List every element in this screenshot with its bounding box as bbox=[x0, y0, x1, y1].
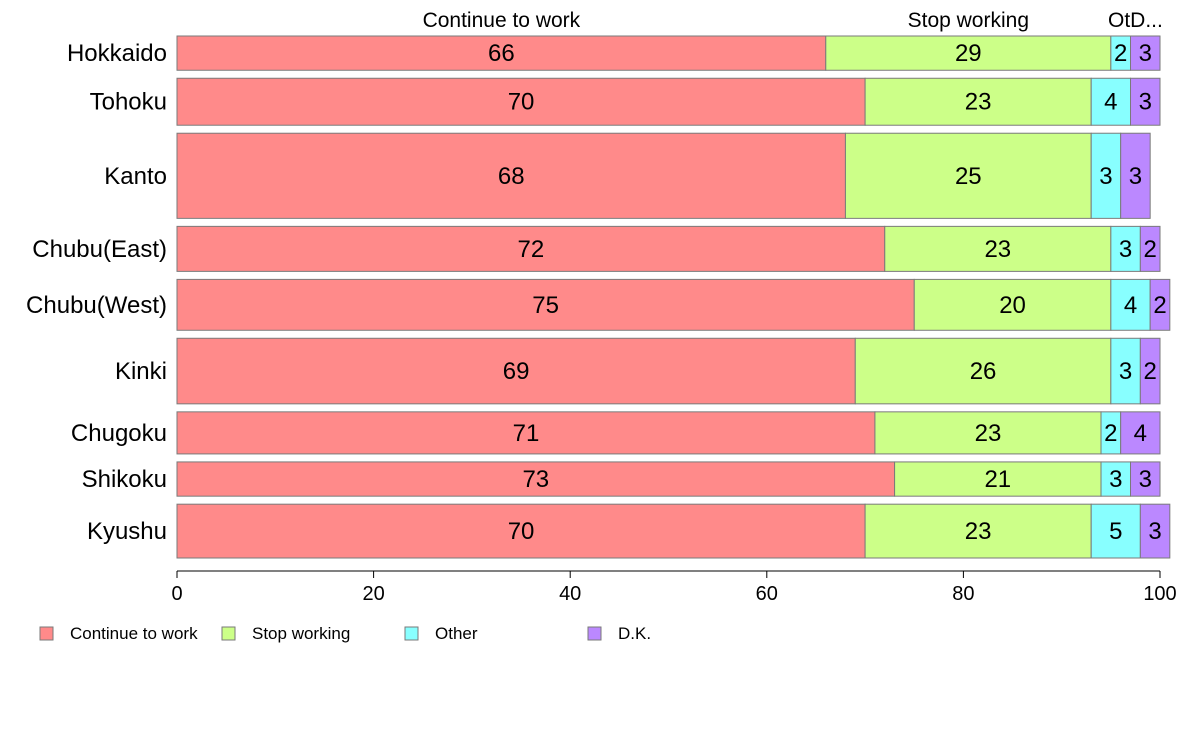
category-label-kanto: Kanto bbox=[104, 163, 167, 190]
data-label-hokkaido-d-k: 3 bbox=[1139, 40, 1152, 67]
bar-chubu-east-stop-working bbox=[884, 225, 1112, 272]
bar-kyushu-continue-to-work bbox=[176, 503, 866, 559]
data-label-kyushu-stop-working: 23 bbox=[965, 518, 992, 545]
bar-chugoku-continue-to-work bbox=[176, 411, 876, 455]
bar-kinki-d-k bbox=[1139, 337, 1161, 405]
legend-swatch-d-k bbox=[587, 626, 602, 641]
data-label-chugoku-continue-to-work: 71 bbox=[513, 420, 540, 447]
data-label-kinki-other: 3 bbox=[1119, 358, 1132, 385]
data-label-kyushu-other: 5 bbox=[1109, 518, 1122, 545]
category-label-kinki: Kinki bbox=[115, 358, 167, 385]
data-label-chubu-west-d-k: 2 bbox=[1153, 292, 1166, 319]
data-label-tohoku-continue-to-work: 70 bbox=[508, 89, 535, 116]
data-label-kanto-continue-to-work: 68 bbox=[498, 163, 525, 190]
column-header-continue-to-work: Continue to work bbox=[423, 9, 581, 32]
x-tick-label-60: 60 bbox=[756, 583, 778, 605]
data-label-chubu-east-stop-working: 23 bbox=[984, 236, 1011, 263]
category-label-hokkaido: Hokkaido bbox=[67, 40, 167, 67]
data-label-shikoku-other: 3 bbox=[1109, 466, 1122, 493]
bar-kyushu-other bbox=[1090, 503, 1141, 559]
data-label-chugoku-stop-working: 23 bbox=[975, 420, 1002, 447]
data-label-kanto-stop-working: 25 bbox=[955, 163, 982, 190]
data-label-hokkaido-stop-working: 29 bbox=[955, 40, 982, 67]
data-label-chubu-west-stop-working: 20 bbox=[999, 292, 1026, 319]
data-label-chugoku-d-k: 4 bbox=[1134, 420, 1147, 447]
bar-hokkaido-d-k bbox=[1130, 35, 1161, 71]
bar-shikoku-continue-to-work bbox=[176, 461, 896, 497]
legend-label-d-k: D.K. bbox=[618, 624, 651, 643]
data-label-chubu-west-continue-to-work: 75 bbox=[532, 292, 559, 319]
data-label-chubu-east-d-k: 2 bbox=[1143, 236, 1156, 263]
legend-label-other: Other bbox=[435, 624, 478, 643]
data-label-hokkaido-other: 2 bbox=[1114, 40, 1127, 67]
bar-kyushu-stop-working bbox=[864, 503, 1092, 559]
bar-chugoku-d-k bbox=[1120, 411, 1161, 455]
bar-kanto-other bbox=[1090, 132, 1122, 219]
bar-hokkaido-stop-working bbox=[825, 35, 1112, 71]
legend-swatch-continue-to-work bbox=[39, 626, 54, 641]
bar-shikoku-d-k bbox=[1130, 461, 1161, 497]
bar-chubu-west-other bbox=[1110, 278, 1151, 331]
data-label-hokkaido-continue-to-work: 66 bbox=[488, 40, 515, 67]
column-header-stop-working: Stop working bbox=[908, 9, 1029, 32]
bar-chubu-east-d-k bbox=[1139, 225, 1161, 272]
legend-swatch-stop-working bbox=[221, 626, 236, 641]
x-tick-label-40: 40 bbox=[559, 583, 581, 605]
bar-tohoku-d-k bbox=[1130, 77, 1161, 126]
data-label-chubu-west-other: 4 bbox=[1124, 292, 1137, 319]
column-header-otd: OtD... bbox=[1108, 9, 1163, 32]
bar-kanto-continue-to-work bbox=[176, 132, 846, 219]
data-label-tohoku-stop-working: 23 bbox=[965, 89, 992, 116]
x-tick-label-100: 100 bbox=[1143, 583, 1176, 605]
bar-kyushu-d-k bbox=[1139, 503, 1171, 559]
data-label-shikoku-stop-working: 21 bbox=[984, 466, 1011, 493]
legend-swatch-other bbox=[404, 626, 419, 641]
bar-chubu-west-d-k bbox=[1149, 278, 1171, 331]
data-label-kanto-other: 3 bbox=[1099, 163, 1112, 190]
data-label-shikoku-continue-to-work: 73 bbox=[522, 466, 549, 493]
data-label-kanto-d-k: 3 bbox=[1129, 163, 1142, 190]
bar-tohoku-continue-to-work bbox=[176, 77, 866, 126]
data-label-chugoku-other: 2 bbox=[1104, 420, 1117, 447]
bar-kanto-d-k bbox=[1120, 132, 1151, 219]
category-label-kyushu: Kyushu bbox=[87, 518, 167, 545]
data-label-kyushu-continue-to-work: 70 bbox=[508, 518, 535, 545]
legend-label-stop-working: Stop working bbox=[252, 624, 350, 643]
bar-tohoku-other bbox=[1090, 77, 1132, 126]
bar-tohoku-stop-working bbox=[864, 77, 1092, 126]
data-label-kinki-d-k: 2 bbox=[1143, 358, 1156, 385]
bar-chubu-east-other bbox=[1110, 225, 1141, 272]
data-label-tohoku-d-k: 3 bbox=[1139, 89, 1152, 116]
x-tick-label-20: 20 bbox=[362, 583, 384, 605]
data-label-kyushu-d-k: 3 bbox=[1148, 518, 1161, 545]
bar-kanto-stop-working bbox=[844, 132, 1092, 219]
category-label-chugoku: Chugoku bbox=[71, 420, 167, 447]
bar-kinki-continue-to-work bbox=[176, 337, 856, 405]
category-label-chubu-west: Chubu(West) bbox=[26, 292, 167, 319]
bar-hokkaido-continue-to-work bbox=[176, 35, 827, 71]
x-tick-label-0: 0 bbox=[171, 583, 182, 605]
legend-label-continue-to-work: Continue to work bbox=[70, 624, 198, 643]
data-label-shikoku-d-k: 3 bbox=[1139, 466, 1152, 493]
data-label-chubu-east-other: 3 bbox=[1119, 236, 1132, 263]
data-label-kinki-stop-working: 26 bbox=[970, 358, 997, 385]
bar-chugoku-stop-working bbox=[874, 411, 1102, 455]
category-label-tohoku: Tohoku bbox=[90, 89, 167, 116]
data-label-tohoku-other: 4 bbox=[1104, 89, 1117, 116]
x-tick-label-80: 80 bbox=[952, 583, 974, 605]
bar-kinki-stop-working bbox=[854, 337, 1112, 405]
data-label-chubu-east-continue-to-work: 72 bbox=[518, 236, 545, 263]
category-label-chubu-east: Chubu(East) bbox=[32, 236, 167, 263]
category-label-shikoku: Shikoku bbox=[82, 466, 167, 493]
data-label-kinki-continue-to-work: 69 bbox=[503, 358, 530, 385]
bar-chubu-east-continue-to-work bbox=[176, 225, 886, 272]
